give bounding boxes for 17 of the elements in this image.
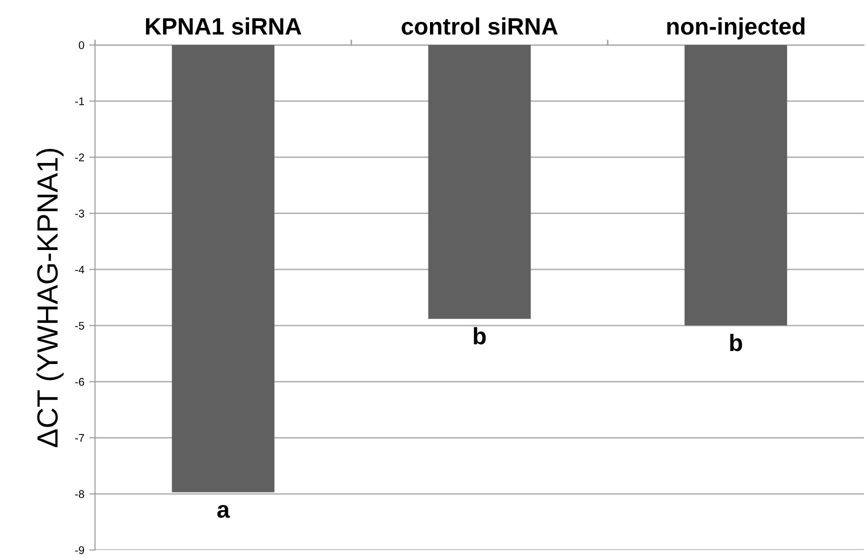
y-tick-label: -7	[75, 434, 84, 442]
y-tick-label: 0	[78, 41, 84, 50]
y-tick-label: -8	[75, 490, 84, 498]
y-tick-label: -9	[75, 546, 84, 554]
y-tick-label: -4	[75, 266, 84, 274]
annotation: a	[217, 504, 230, 518]
x-tick-label: non-injected	[667, 17, 804, 40]
y-axis-title: ΔCT (YWHAG-KPNA1)	[36, 148, 64, 448]
y-tick-label: -6	[75, 378, 84, 386]
x-tick-label: KPNA1 siRNA	[146, 17, 302, 35]
x-tick-label: control siRNA	[402, 17, 558, 35]
annotation: b	[474, 327, 486, 344]
annotation: b	[730, 334, 742, 352]
y-tick-label: -3	[75, 210, 84, 218]
y-tick-label: -5	[75, 322, 84, 330]
y-tick-label: -2	[75, 153, 84, 162]
y-tick-label: -1	[75, 97, 84, 106]
